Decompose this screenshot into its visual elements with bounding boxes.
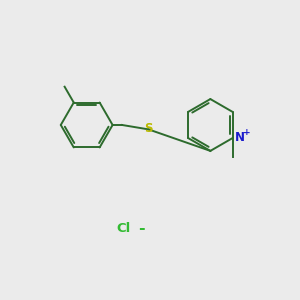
Text: -: - [138, 220, 145, 236]
Text: +: + [243, 128, 251, 137]
Text: Cl: Cl [116, 221, 130, 235]
Text: S: S [144, 122, 153, 135]
Text: N: N [235, 131, 245, 144]
